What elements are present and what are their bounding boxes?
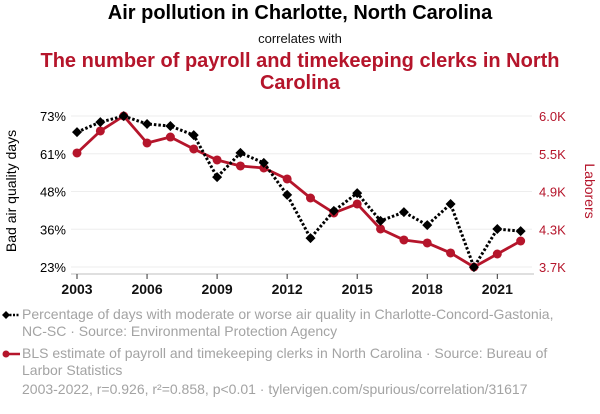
data-point-clerks [422,238,432,248]
data-point-air-quality [515,226,526,237]
y-right-tick-label: 4.9K [539,185,566,200]
x-tick-label: 2009 [202,281,233,297]
x-tick-label: 2015 [342,281,373,297]
data-point-clerks [72,148,82,158]
x-tick-label: 2018 [412,281,443,297]
data-point-clerks [376,224,386,234]
data-point-clerks [189,144,199,154]
data-point-air-quality [492,224,503,235]
y-left-tick-label: 36% [40,222,66,237]
data-point-air-quality [398,207,409,218]
y-left-tick-label: 73% [40,109,66,124]
chart-connector: correlates with [258,31,342,46]
data-point-air-quality [95,117,106,128]
y-left-label: Bad air quality days [3,130,19,252]
data-point-clerks [306,193,315,203]
x-tick-label: 2012 [272,281,303,297]
data-point-air-quality [375,215,386,226]
y-left-tick-label: 23% [40,260,66,275]
chart-title: Air pollution in Charlotte, North Caroli… [107,2,493,24]
y-right-tick-label: 4.3K [539,222,566,237]
data-point-air-quality [305,233,316,244]
data-point-air-quality [118,111,129,122]
data-point-air-quality [142,118,153,129]
data-point-clerks [492,249,502,259]
y-right-label: Laborers [582,163,598,218]
data-point-air-quality [468,262,479,273]
data-point-air-quality [235,147,246,158]
y-left-tick-label: 48% [40,185,66,200]
legend-swatch-diamond-dotted-icon [2,311,20,319]
data-point-air-quality [165,121,176,132]
legend-label: Percentage of days with moderate or wors… [22,306,554,339]
footer-stats: 2003-2022, r=0.926, r²=0.858, p<0.01 · t… [22,381,528,397]
chart-svg: 73% 61% 48% 36% 23% 6.0K 5.5K 4.9K 4.3K 3.7K 2003 2… [3,109,598,297]
data-point-clerks [352,199,362,209]
data-point-air-quality [188,130,199,141]
x-tick-label: 2021 [482,281,513,297]
axes: 73% 61% 48% 36% 23% 6.0K 5.5K 4.9K 4.3K 3.7K 2003 2… [40,109,566,297]
data-point-air-quality [328,205,339,216]
data-point-clerks [259,163,269,173]
y-right-tick-label: 6.0K [539,109,566,124]
data-point-air-quality [72,127,82,138]
data-point-clerks [165,132,175,142]
x-tick-label: 2006 [131,281,162,297]
chart-subtitle: The number of payroll and timekeeping cl… [40,50,560,94]
y-right-tick-label: 3.7K [539,260,566,275]
data-point-air-quality [212,172,223,183]
data-point-clerks [95,126,105,136]
series-layer [72,111,526,273]
data-point-clerks [142,138,152,148]
data-point-air-quality [282,189,293,200]
data-point-clerks [212,155,222,165]
y-left-tick-label: 61% [40,147,66,162]
data-point-clerks [399,235,409,245]
data-point-clerks [235,161,245,171]
data-point-air-quality [352,188,363,199]
data-point-clerks [516,236,526,246]
data-point-air-quality [445,198,456,209]
data-point-clerks [446,248,456,258]
data-point-air-quality [422,220,433,231]
y-right-tick-label: 5.5K [539,147,566,162]
legend-swatch-circle-line-icon [2,350,20,358]
data-point-air-quality [258,157,269,168]
legend-label: BLS estimate of payroll and timekeeping … [22,345,548,378]
x-tick-label: 2003 [61,281,92,297]
data-point-clerks [282,174,292,184]
